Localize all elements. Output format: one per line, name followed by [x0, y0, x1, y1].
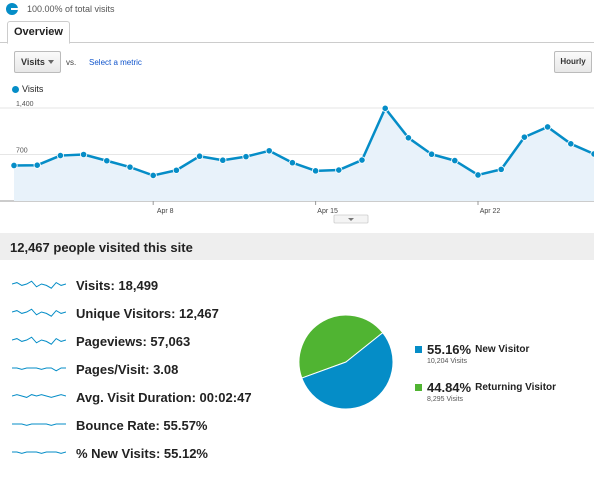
chart-point	[335, 166, 343, 174]
legend-swatch-icon	[415, 346, 422, 353]
chart-point	[497, 165, 505, 173]
chart-point	[126, 163, 134, 171]
pie-slice	[301, 331, 394, 410]
chart-point	[80, 150, 88, 159]
metric-row[interactable]: % New Visits: 55.12%	[12, 443, 208, 463]
metric-row[interactable]: Pageviews: 57,063	[12, 331, 190, 351]
sparkline-icon	[12, 394, 66, 398]
pie-legend-name: New Visitor	[475, 344, 530, 355]
chart-point	[567, 140, 575, 148]
chart-point	[520, 133, 529, 141]
chart-point	[474, 171, 482, 179]
sparkline-icon	[12, 451, 66, 454]
tab-bar: Overview	[0, 18, 594, 44]
metric-selector-label: Visits	[21, 57, 45, 67]
metric-label: Pageviews: 57,063	[76, 333, 191, 349]
visits-line-chart[interactable]: 1,400 700 Apr 8 Apr 15 Apr 22	[0, 96, 594, 232]
visitor-type-pie-chart[interactable]	[297, 300, 395, 424]
tab-overview[interactable]: Overview	[7, 21, 70, 44]
metric-row[interactable]: Avg. Visit Duration: 00:02:47	[12, 387, 252, 407]
chart-point	[242, 153, 250, 161]
pie-legend-item: 44.84% Returning Visitor 8,295 Visits	[415, 380, 556, 403]
pie-legend-percent: 44.84%	[427, 380, 472, 395]
x-tick-label: Apr 15	[317, 208, 338, 215]
chart-point	[33, 161, 41, 169]
legend-dot-icon	[12, 85, 19, 93]
x-tick-label: Apr 8	[157, 208, 174, 215]
chart-point	[311, 167, 320, 175]
metric-label: Visits: 18,499	[76, 277, 159, 293]
pie-slice	[298, 314, 384, 379]
vs-label: vs.	[66, 58, 77, 67]
metric-label: % New Visits: 55.12%	[76, 445, 208, 461]
chart-point	[381, 104, 389, 112]
chart-point	[56, 151, 65, 160]
sparkline-path	[12, 308, 66, 317]
pie-legend-name: Returning Visitor	[475, 382, 557, 393]
sparkline-icon	[12, 423, 66, 426]
summary-title: 12,467 people visited this site	[10, 240, 193, 255]
metric-row[interactable]: Bounce Rate: 55.57%	[12, 415, 208, 435]
pie-legend-visits: 10,204 Visits	[427, 358, 467, 365]
sparkline-icon	[12, 308, 66, 317]
sparkline-icon	[12, 367, 66, 372]
metric-label: Bounce Rate: 55.57%	[76, 417, 208, 433]
metric-row[interactable]: Pages/Visit: 3.08	[12, 359, 178, 379]
legend-label: Visits	[22, 84, 44, 94]
sparkline-path	[12, 336, 66, 345]
metric-label: Avg. Visit Duration: 00:02:47	[76, 389, 252, 405]
chart-point	[543, 123, 552, 131]
metric-label: Pages/Visit: 3.08	[76, 361, 179, 377]
metric-label: Unique Visitors: 12,467	[76, 305, 219, 321]
sparkline-path	[12, 423, 66, 426]
legend-swatch-icon	[415, 384, 422, 391]
chart-point	[404, 134, 412, 142]
segment-label: 100.00% of total visits	[27, 4, 115, 14]
metric-row[interactable]: Visits: 18,499	[12, 275, 158, 295]
hourly-button[interactable]: Hourly	[554, 51, 592, 73]
sparkline-path	[12, 367, 66, 372]
metric-row[interactable]: Unique Visitors: 12,467	[12, 303, 219, 323]
chart-controls: Visits vs. Select a metric Hourly	[0, 44, 594, 80]
chart-point	[358, 156, 366, 164]
sparkline-icon	[12, 280, 66, 289]
pie-legend-percent: 55.16%	[427, 342, 472, 357]
sparkline-path	[12, 451, 66, 454]
resize-arrow-icon	[348, 218, 354, 221]
chart-point	[172, 166, 180, 174]
chart-point	[10, 161, 18, 170]
segment-indicator[interactable]: 100.00% of total visits	[6, 2, 115, 16]
chart-legend: Visits	[12, 84, 43, 94]
chart-point	[451, 157, 459, 165]
summary-header: 12,467 people visited this site	[0, 233, 594, 260]
pie-legend-item: 55.16% New Visitor 10,204 Visits	[415, 342, 529, 365]
chart-point	[219, 156, 227, 164]
metric-selector-button[interactable]: Visits	[14, 51, 61, 73]
sparkline-path	[12, 280, 66, 289]
sparkline-icon	[12, 336, 66, 345]
chart-point	[149, 171, 157, 180]
segment-pie-icon	[6, 3, 18, 15]
chart-point	[196, 152, 204, 160]
select-metric-link[interactable]: Select a metric	[89, 58, 142, 67]
x-tick-label: Apr 22	[480, 208, 501, 215]
chart-series-line	[13, 107, 594, 177]
chart-area-fill	[14, 108, 594, 201]
pie-legend-visits: 8,295 Visits	[427, 396, 464, 403]
chart-point	[288, 159, 296, 167]
chart-point	[427, 150, 436, 158]
y-tick-label: 1,400	[16, 101, 34, 108]
sparkline-path	[12, 394, 66, 398]
chart-point	[265, 147, 273, 155]
chart-point	[103, 157, 111, 165]
chevron-down-icon	[48, 60, 54, 64]
y-tick-label: 700	[16, 148, 28, 155]
